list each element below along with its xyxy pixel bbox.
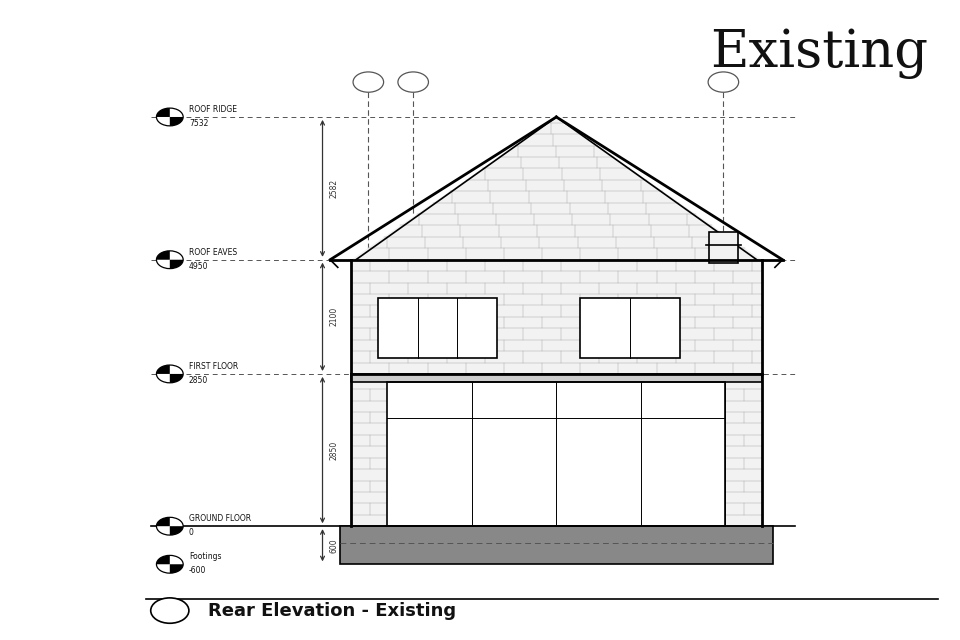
Text: Footings: Footings <box>189 552 222 561</box>
Text: 0: 0 <box>189 528 194 537</box>
Circle shape <box>156 108 183 126</box>
Text: 2850: 2850 <box>189 376 208 385</box>
Text: D: D <box>410 77 417 86</box>
Wedge shape <box>156 251 170 260</box>
Text: Existing: Existing <box>710 28 928 79</box>
Text: 600: 600 <box>329 538 338 552</box>
Text: -600: -600 <box>189 566 206 575</box>
Text: GROUND FLOOR: GROUND FLOOR <box>189 514 251 523</box>
Bar <box>388 382 726 526</box>
Bar <box>378 298 497 358</box>
Circle shape <box>353 72 384 92</box>
Circle shape <box>151 598 189 623</box>
Text: 2100: 2100 <box>329 307 338 326</box>
Bar <box>580 298 681 358</box>
Text: ROOF RIDGE: ROOF RIDGE <box>189 105 237 114</box>
Polygon shape <box>351 117 761 260</box>
Circle shape <box>708 72 738 92</box>
Text: 4950: 4950 <box>189 262 208 271</box>
Bar <box>351 374 388 526</box>
Bar <box>340 526 773 564</box>
Text: 2582: 2582 <box>329 179 338 198</box>
Wedge shape <box>156 517 170 526</box>
Wedge shape <box>156 108 170 117</box>
Bar <box>388 382 726 526</box>
Wedge shape <box>170 117 183 126</box>
Circle shape <box>156 365 183 383</box>
Wedge shape <box>156 365 170 374</box>
Text: 7532: 7532 <box>189 119 208 128</box>
Bar <box>351 374 761 382</box>
Wedge shape <box>170 260 183 269</box>
Bar <box>726 374 761 526</box>
Wedge shape <box>156 556 170 564</box>
Bar <box>709 232 737 263</box>
Circle shape <box>156 251 183 269</box>
Text: 3: 3 <box>165 604 175 618</box>
Circle shape <box>156 517 183 535</box>
Wedge shape <box>170 526 183 535</box>
Text: D: D <box>720 77 727 86</box>
Text: Rear Elevation - Existing: Rear Elevation - Existing <box>208 602 456 620</box>
Bar <box>351 260 761 374</box>
Text: 2850: 2850 <box>329 440 338 460</box>
Circle shape <box>156 556 183 573</box>
Text: ROOF EAVES: ROOF EAVES <box>189 248 237 257</box>
Circle shape <box>397 72 428 92</box>
Wedge shape <box>170 374 183 383</box>
Text: FIRST FLOOR: FIRST FLOOR <box>189 362 238 371</box>
Wedge shape <box>170 564 183 573</box>
Text: A: A <box>366 77 372 86</box>
